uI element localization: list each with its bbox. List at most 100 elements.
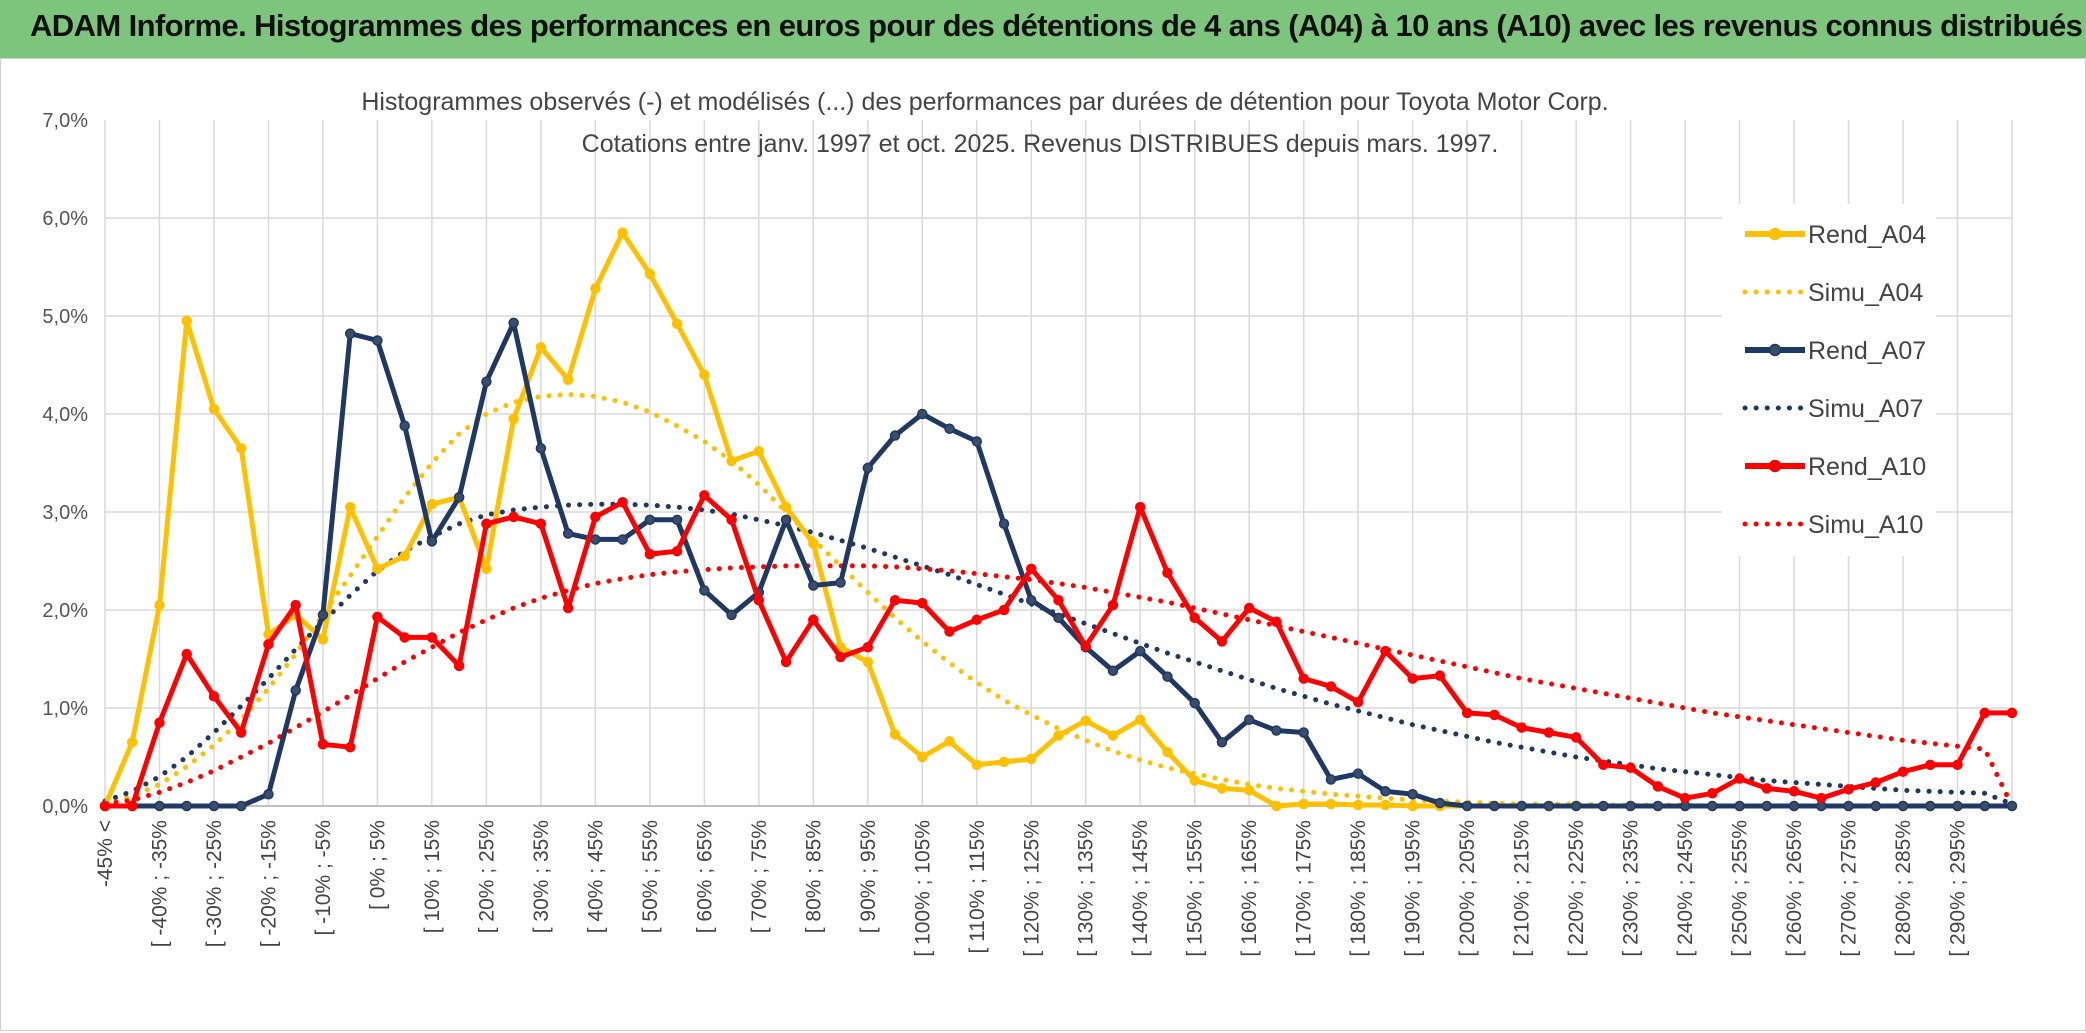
data-point (590, 283, 601, 294)
data-point (508, 317, 519, 329)
data-point (1243, 785, 1255, 796)
data-point (699, 490, 710, 501)
x-tick-label: [ 20% ; 25% (475, 820, 498, 933)
data-point (862, 641, 874, 653)
data-point (1461, 800, 1473, 812)
x-tick-label: [ 80% ; 85% (802, 820, 825, 933)
data-point (1870, 777, 1882, 788)
data-point (535, 443, 547, 454)
data-point (1407, 673, 1418, 684)
data-point (1625, 800, 1636, 812)
data-point (699, 369, 710, 381)
data-point (1489, 800, 1500, 812)
data-point (1271, 800, 1282, 812)
data-point (1243, 714, 1255, 726)
data-point (399, 632, 410, 643)
data-point (753, 594, 765, 606)
data-point (1298, 798, 1309, 810)
data-point (1407, 800, 1418, 812)
series-line-Simu_A10 (102, 563, 2015, 809)
data-point (917, 597, 928, 609)
data-point (1352, 696, 1364, 708)
x-tick-label: [ 250% ; 255% (1729, 820, 1752, 957)
x-tick-label: [ 160% ; 165% (1238, 820, 1261, 957)
legend-entry: Rend_A07 (1745, 337, 1926, 365)
data-point (644, 548, 656, 560)
title-banner: ADAM Informe. Histogrammes des performan… (0, 0, 2086, 58)
data-point (835, 577, 846, 588)
legend-entry: Simu_A10 (1742, 511, 1923, 539)
x-tick-label: [ 220% ; 225% (1565, 820, 1588, 957)
x-tick-label: [ 280% ; 285% (1892, 820, 1915, 957)
series-Simu_A04 (102, 391, 2015, 809)
legend-label: Rend_A04 (1808, 221, 1926, 249)
data-point (671, 545, 683, 557)
legend-label: Rend_A10 (1808, 453, 1926, 481)
y-tick-label: 2,0% (42, 600, 88, 622)
x-tick-label: [ 230% ; 235% (1620, 820, 1643, 957)
data-point (1026, 563, 1037, 575)
data-point (372, 335, 383, 346)
data-point (290, 599, 301, 611)
x-tick-label: [ 30% ; 35% (530, 820, 553, 933)
data-point (726, 514, 737, 526)
data-point (1952, 759, 1963, 771)
legend-label: Simu_A04 (1808, 279, 1923, 307)
data-point (235, 443, 247, 454)
x-tick-label: [ 150% ; 155% (1184, 820, 1207, 957)
data-point (862, 462, 874, 474)
data-point (699, 585, 710, 596)
chart-title: Histogrammes observés (-) et modélisés (… (361, 88, 1608, 116)
data-point (780, 501, 792, 513)
data-point (481, 563, 492, 575)
data-point (1761, 783, 1773, 794)
data-point (1707, 788, 1718, 799)
data-point (453, 492, 465, 503)
data-point (1843, 784, 1854, 795)
data-point (1134, 645, 1146, 657)
x-tick-label: [ 90% ; 95% (857, 820, 880, 933)
series-Simu_A10 (102, 563, 2015, 809)
data-point (1734, 773, 1745, 784)
data-point (481, 376, 492, 387)
x-tick-label: [ -20% ; -15% (257, 820, 280, 947)
x-tick-label: [ -30% ; -25% (203, 820, 226, 947)
data-point (1189, 697, 1200, 709)
data-point (1216, 783, 1228, 794)
data-point (889, 430, 901, 441)
series-line-Simu_A04 (102, 391, 2015, 809)
data-point (126, 800, 138, 812)
data-point (1461, 707, 1473, 719)
legend-entry: Simu_A04 (1742, 279, 1923, 307)
data-point (1216, 636, 1228, 647)
data-point (1570, 800, 1582, 812)
legend-entry: Rend_A10 (1745, 453, 1926, 481)
data-point (1897, 766, 1909, 777)
data-point (1979, 800, 1991, 812)
data-point (1652, 800, 1664, 812)
data-point (1570, 732, 1582, 743)
report-title: ADAM Informe. Histogrammes des performan… (30, 8, 2083, 43)
data-point (1897, 800, 1909, 812)
data-point (181, 800, 192, 812)
x-tick-label: [ 130% ; 135% (1075, 820, 1098, 957)
data-point (1925, 759, 1936, 771)
data-point (1380, 799, 1391, 811)
series-Rend_A10 (99, 490, 2018, 812)
data-point (1489, 709, 1500, 721)
data-point (263, 639, 274, 650)
data-point (889, 729, 901, 740)
series-layer (99, 227, 2018, 812)
data-point (1788, 800, 1800, 812)
data-point (1243, 602, 1255, 614)
data-point (1434, 797, 1446, 809)
data-point (208, 403, 220, 415)
data-point (290, 685, 301, 696)
data-point (644, 268, 656, 280)
data-point (1925, 800, 1936, 812)
data-point (1407, 788, 1418, 800)
data-point (944, 423, 955, 434)
x-tick-label: [ 140% ; 145% (1129, 820, 1152, 957)
data-point (263, 788, 274, 800)
